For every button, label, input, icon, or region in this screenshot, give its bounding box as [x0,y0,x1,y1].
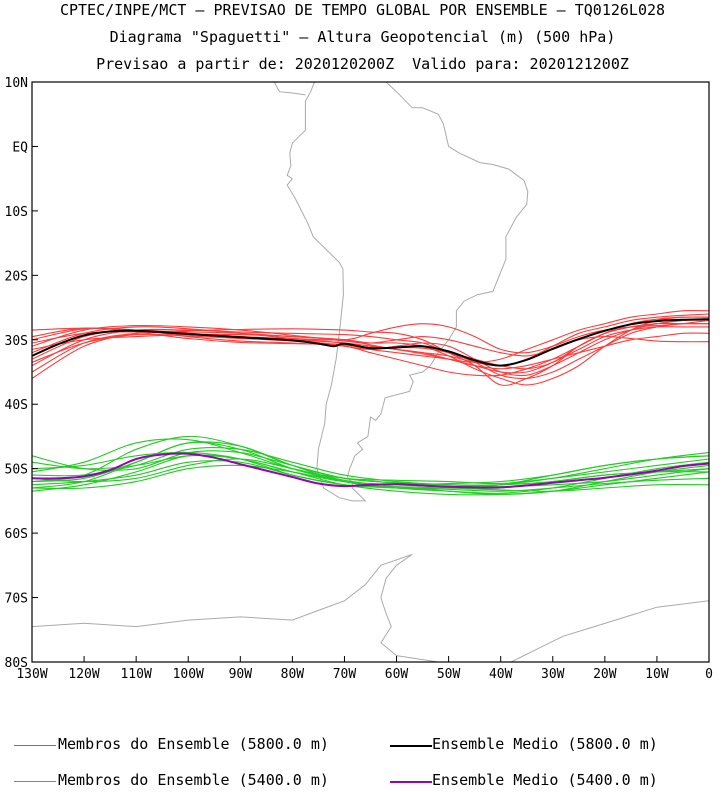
series-members-5800-5 [32,313,709,367]
legend-label-members-5800: Membros do Ensemble (5800.0 m) [58,735,329,753]
coast-antarctica-west [32,553,439,662]
series-layer [32,309,709,496]
series-members-5400-10 [32,435,709,486]
series-mean-5800 [32,318,709,367]
coast-south-america [286,82,529,502]
series-members-5800-6 [32,324,709,357]
coast-antarctica-east [510,600,709,662]
x-tick-label: 60W [385,667,409,682]
x-tick-label: 130W [16,667,47,682]
series-members-5800-7 [32,322,709,377]
y-tick-label: 20S [5,269,28,284]
y-tick-label: 40S [5,398,28,413]
x-tick-label: 0 [705,667,713,682]
series-members-5400-3 [32,454,709,496]
legend-swatch-mean-5800 [390,745,432,747]
legend-swatch-members-5800 [14,745,56,746]
series-members-5400-1 [32,438,709,485]
y-tick-label: 10S [5,205,28,220]
x-tick-label: 40W [489,667,513,682]
series-members-5400-9 [32,451,709,492]
y-tick-label: 70S [5,592,28,607]
x-tick-label: 50W [437,667,461,682]
chart-title-line-2: Diagrama "Spaguetti" — Altura Geopotenci… [109,28,616,46]
x-tick-label: 30W [541,667,565,682]
map-background [32,82,709,662]
x-tick-label: 120W [68,667,99,682]
legend-label-mean-5800: Ensemble Medio (5800.0 m) [432,735,658,753]
plot-frame [31,81,710,663]
x-tick-label: 90W [229,667,253,682]
axes: 130W 120W 110W 100W 90W 80W 70W 60W 50W 40W 30W 20W… [5,76,713,682]
legend-label-mean-5400: Ensemble Medio (5400.0 m) [432,771,658,789]
y-tick-label: 50S [5,463,28,478]
x-tick-label: 20W [593,667,617,682]
chart-title-line-1: CPTEC/INPE/MCT — PREVISAO DE TEMPO GLOBA… [59,1,666,19]
coast-central-america [265,82,306,96]
series-mean-5400 [32,452,709,489]
legend-swatch-mean-5400 [390,781,432,783]
x-tick-label: 100W [173,667,204,682]
x-tick-label: 10W [645,667,669,682]
y-tick-label: 10N [5,76,28,91]
y-tick-label: EQ [12,140,28,155]
legend-label-members-5400: Membros do Ensemble (5400.0 m) [58,771,329,789]
y-tick-label: 30S [5,334,28,349]
legend-swatch-members-5400 [14,781,56,782]
x-tick-label: 110W [120,667,151,682]
series-members-5400-6 [32,460,709,492]
x-tick-label: 70W [333,667,357,682]
x-tick-label: 80W [281,667,305,682]
y-tick-label: 80S [5,656,28,671]
series-members-5800-10 [32,331,709,370]
chart-title-line-3: Previsao a partir de: 2020120200Z Valido… [96,55,629,73]
y-tick-label: 60S [5,527,28,542]
